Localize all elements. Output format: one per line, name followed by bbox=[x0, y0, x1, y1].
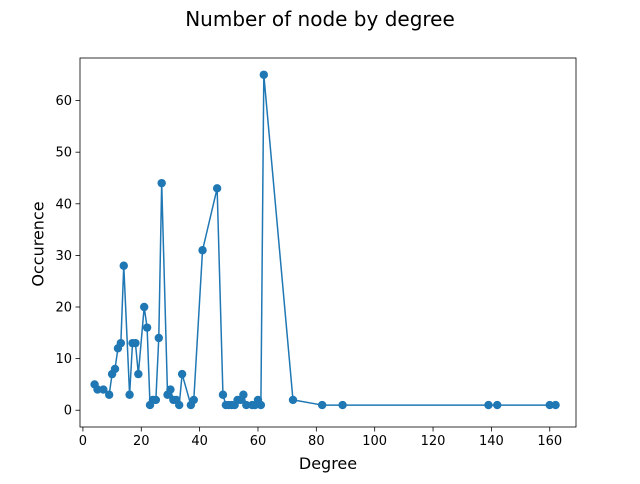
y-tick-label: 30 bbox=[55, 249, 72, 264]
data-point bbox=[157, 178, 166, 188]
data-point bbox=[545, 400, 554, 410]
x-tick-label: 60 bbox=[250, 434, 267, 449]
data-point bbox=[142, 323, 152, 332]
data-point bbox=[175, 400, 184, 410]
data-point bbox=[338, 400, 347, 410]
data-point bbox=[131, 338, 140, 348]
data-point bbox=[177, 369, 187, 379]
data-point bbox=[93, 385, 102, 394]
x-tick-label: 140 bbox=[479, 434, 504, 449]
data-point bbox=[317, 400, 327, 410]
data-point bbox=[151, 395, 161, 405]
data-point bbox=[218, 390, 228, 399]
y-tick-label: 20 bbox=[55, 301, 72, 316]
x-tick-label: 160 bbox=[537, 434, 562, 449]
x-tick-label: 120 bbox=[421, 434, 446, 449]
x-tick-label: 0 bbox=[79, 434, 87, 449]
x-tick-label: 20 bbox=[133, 434, 150, 449]
x-axis-label: Degree bbox=[298, 454, 358, 473]
chart-title: Number of node by degree bbox=[185, 7, 455, 31]
data-point bbox=[212, 184, 222, 193]
data-point bbox=[154, 333, 163, 343]
data-point bbox=[288, 395, 298, 405]
data-point bbox=[125, 390, 134, 399]
data-point bbox=[484, 400, 493, 410]
data-point bbox=[242, 400, 251, 410]
y-tick-label: 50 bbox=[55, 146, 72, 161]
data-point bbox=[189, 395, 198, 405]
data-point bbox=[139, 302, 149, 312]
data-point bbox=[239, 390, 248, 399]
axes-frame bbox=[79, 57, 577, 428]
data-point bbox=[259, 70, 269, 79]
data-point bbox=[198, 246, 207, 255]
y-tick-label: 10 bbox=[55, 352, 72, 367]
data-point bbox=[104, 390, 114, 399]
x-tick-label: 80 bbox=[308, 434, 325, 449]
data-point bbox=[99, 385, 108, 394]
data-point bbox=[110, 364, 120, 374]
y-tick-label: 60 bbox=[55, 94, 72, 109]
data-point bbox=[116, 338, 126, 348]
data-point bbox=[256, 400, 266, 410]
x-tick-label: 40 bbox=[191, 434, 208, 449]
series-line bbox=[93, 74, 556, 406]
y-axis-label: Occurence bbox=[28, 201, 48, 287]
data-point bbox=[134, 369, 143, 379]
data-point bbox=[551, 400, 560, 410]
data-point bbox=[119, 261, 128, 270]
data-point bbox=[493, 400, 502, 410]
x-tick-label: 100 bbox=[362, 434, 387, 449]
y-tick-label: 40 bbox=[55, 197, 72, 212]
y-tick-label: 0 bbox=[64, 404, 72, 419]
data-point bbox=[166, 385, 175, 394]
